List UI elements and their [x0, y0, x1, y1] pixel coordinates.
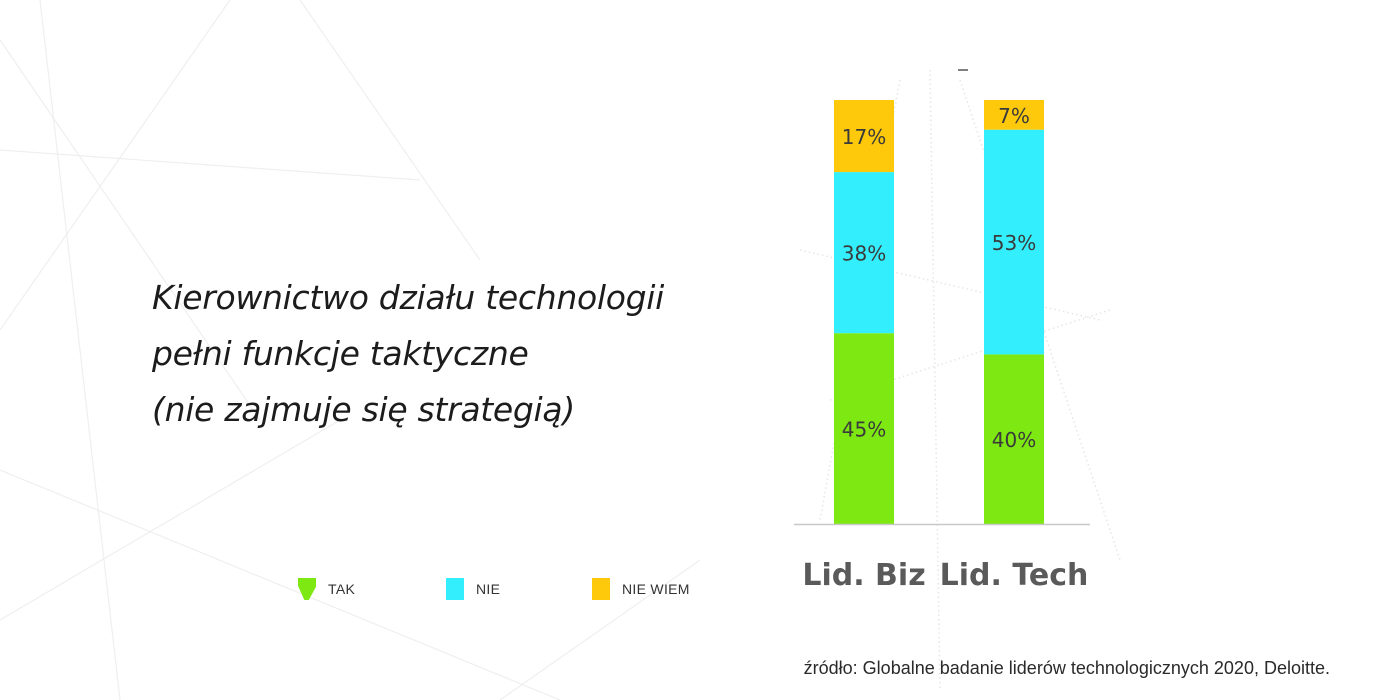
data-label-0-2: 17%	[842, 125, 886, 149]
bar-segment-1-2	[984, 100, 1044, 130]
data-label-0-0: 45%	[842, 418, 886, 442]
legend-item-nie: NIE	[446, 576, 500, 602]
bar-segment-0-0	[834, 333, 894, 524]
title-line-1: Kierownictwo działu technologii	[152, 278, 664, 317]
legend-label-nie: NIE	[476, 581, 501, 597]
bar-segment-0-2	[834, 100, 894, 173]
bar-segment-0-1	[834, 172, 894, 334]
legend: TAK NIE NIE WIEM	[298, 576, 738, 606]
title-line-2: pełni funkcje taktyczne	[152, 334, 529, 373]
category-label-1: Lid. Tech	[940, 558, 1089, 593]
chart-title: Kierownictwo działu technologii pełni fu…	[152, 270, 752, 438]
data-label-1-1: 53%	[992, 231, 1036, 255]
bar-segment-1-1	[984, 129, 1044, 355]
legend-swatch-nie-wiem	[592, 578, 610, 600]
category-label-0: Lid. Biz	[802, 558, 925, 593]
legend-item-nie-wiem: NIE WIEM	[592, 576, 690, 602]
data-label-1-0: 40%	[992, 428, 1036, 452]
data-label-1-2: 7%	[998, 104, 1030, 128]
legend-swatch-tak	[298, 578, 316, 600]
legend-label-nie-wiem: NIE WIEM	[622, 581, 690, 597]
legend-item-tak: TAK	[298, 576, 355, 602]
legend-label-tak: TAK	[328, 581, 356, 597]
data-label-0-1: 38%	[842, 242, 886, 266]
bar-segment-1-0	[984, 354, 1044, 524]
legend-swatch-nie	[446, 578, 464, 600]
source-note: źródło: Globalne badanie liderów technol…	[803, 658, 1330, 678]
title-line-3: (nie zajmuje się strategią)	[152, 390, 575, 429]
